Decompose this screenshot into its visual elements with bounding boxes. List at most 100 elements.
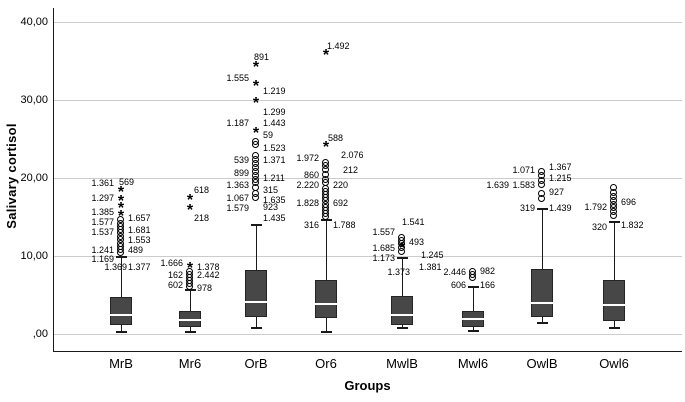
whisker-cap-top — [185, 289, 196, 292]
outlier-label: 1.215 — [549, 173, 572, 183]
outlier-label: 923 — [263, 201, 279, 212]
median-line — [391, 314, 413, 317]
extreme-star: * — [186, 191, 194, 209]
extreme-star: * — [252, 124, 260, 142]
median-line — [603, 304, 625, 307]
outlier-label: 1.832 — [621, 219, 644, 230]
median-line — [110, 314, 132, 317]
outlier-label: 1.583 — [512, 180, 535, 191]
outlier-label: 1.523 — [263, 143, 286, 154]
extreme-star: * — [252, 59, 260, 77]
outlier-label: 1.792 — [584, 201, 607, 212]
y-tick-label: ,00 — [32, 328, 48, 340]
y-gridline — [53, 256, 682, 257]
outlier-label: 1.788 — [333, 219, 356, 230]
outlier-label: 59 — [263, 130, 274, 141]
extreme-star: * — [322, 138, 330, 156]
x-axis-title: Groups — [344, 378, 391, 393]
outlier-label: 493 — [409, 236, 425, 247]
y-tick-label: 40,00 — [20, 16, 48, 28]
median-line — [245, 301, 267, 304]
outlier-label: 569 — [119, 176, 135, 187]
outlier-label: 1.378 — [197, 261, 220, 272]
outlier-circle — [469, 273, 476, 281]
outlier-label: 2.446 — [443, 267, 466, 278]
outlier-label: 320 — [591, 222, 607, 233]
outlier-label: 1.579 — [226, 202, 249, 213]
median-line — [531, 301, 553, 304]
outlier-label: 696 — [621, 197, 637, 208]
boxplot-box — [391, 295, 413, 325]
outlier-label: 1.577 — [91, 216, 114, 227]
x-axis-line — [53, 351, 682, 352]
outlier-label: 1.371 — [263, 155, 286, 166]
extreme-star: * — [117, 184, 125, 202]
outlier-label: 1.657 — [128, 212, 151, 223]
outlier-label: 1.071 — [512, 165, 535, 176]
outlier-label: 1.681 — [128, 225, 151, 236]
outlier-label: 218 — [194, 212, 210, 223]
outlier-label: 316 — [303, 219, 319, 230]
outlier-label: 1.666 — [160, 258, 183, 269]
outlier-label: 1.385 — [91, 206, 114, 217]
boxplot-box — [110, 296, 132, 325]
outlier-label: 1.828 — [296, 197, 319, 208]
whisker-cap-bottom — [609, 326, 620, 329]
outlier-label: 319 — [519, 202, 535, 213]
outlier-circle — [398, 248, 405, 256]
outlier-label: 1.377 — [128, 261, 151, 272]
x-tick-label: Mwl6 — [457, 356, 489, 371]
outlier-label: 315 — [263, 184, 279, 195]
outlier-label: 1.972 — [296, 152, 319, 163]
extreme-star: * — [186, 201, 194, 219]
whisker-cap-top — [321, 219, 332, 222]
outlier-label: 1.241 — [91, 244, 114, 255]
outlier-circle — [322, 213, 329, 220]
y-tick-label: 30,00 — [20, 94, 48, 106]
extreme-star: * — [186, 260, 194, 278]
whisker-cap-bottom — [185, 330, 196, 333]
outlier-label: 899 — [233, 168, 249, 179]
median-line — [179, 318, 201, 321]
outlier-label: 1.537 — [91, 226, 114, 237]
outlier-label: 1.173 — [372, 253, 395, 264]
outlier-label: 618 — [194, 184, 210, 195]
x-tick-label: Mr6 — [178, 356, 202, 371]
outlier-circle — [538, 181, 545, 189]
outlier-label: 588 — [328, 133, 344, 144]
extreme-star: * — [398, 240, 406, 258]
outlier-label: 978 — [197, 282, 213, 293]
outlier-label: 1.373 — [387, 267, 410, 278]
whisker-cap-top — [116, 255, 127, 258]
outlier-label: 927 — [549, 187, 565, 198]
whisker-line — [614, 221, 615, 328]
whisker-line — [190, 290, 191, 332]
outlier-label: 1.245 — [421, 250, 444, 261]
outlier-circle — [117, 248, 124, 256]
whisker-cap-top — [537, 208, 548, 211]
outlier-label: 1.299 — [263, 106, 286, 117]
whisker-line — [542, 209, 543, 324]
outlier-label: 1.067 — [226, 192, 249, 203]
outlier-label: 1.219 — [263, 86, 286, 97]
outlier-label: 1.367 — [549, 162, 572, 173]
y-gridline — [53, 334, 682, 335]
outlier-label: 1.435 — [263, 212, 286, 223]
outlier-label: 220 — [333, 180, 349, 191]
whisker-cap-bottom — [468, 329, 479, 332]
x-tick-label: OwlB — [526, 356, 558, 371]
extreme-star: * — [252, 95, 260, 113]
y-gridline — [53, 178, 682, 179]
outlier-label: 1.555 — [226, 73, 249, 84]
whisker-cap-top — [397, 257, 408, 260]
y-gridline — [53, 22, 682, 23]
boxplot-box — [315, 280, 337, 318]
outlier-label: 162 — [167, 269, 183, 280]
whisker-cap-top — [251, 223, 262, 226]
median-line — [315, 302, 337, 305]
outlier-label: 1.557 — [372, 226, 395, 237]
outlier-label: 489 — [128, 244, 144, 255]
extreme-star: * — [117, 199, 125, 217]
boxplot-box — [245, 270, 267, 317]
whisker-cap-top — [468, 286, 479, 289]
